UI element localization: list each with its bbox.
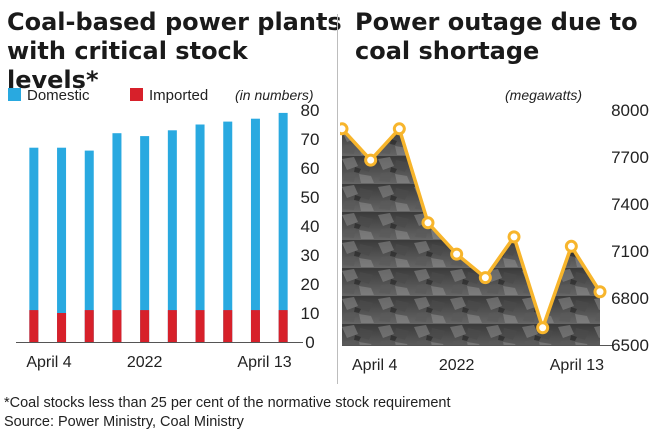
outage-point <box>421 216 435 230</box>
bar-y-tick-label: 0 <box>305 333 314 352</box>
imported-bar <box>195 310 205 342</box>
imported-bar <box>57 313 67 342</box>
imported-bar <box>223 310 233 342</box>
outage-point <box>536 321 550 335</box>
source-note: Source: Power Ministry, Coal Ministry <box>4 414 244 430</box>
domestic-bar <box>140 136 150 342</box>
right-chart-title-line1: Power outage due to <box>355 8 638 36</box>
domestic-bar <box>57 147 67 342</box>
domestic-bar <box>84 150 94 342</box>
imported-bar <box>140 310 150 342</box>
imported-bar <box>250 310 260 342</box>
right-unit-note: (megawatts) <box>505 87 583 103</box>
footnote: *Coal stocks less than 25 per cent of th… <box>4 395 451 411</box>
left-unit-note: (in numbers) <box>235 87 314 103</box>
outage-point <box>340 122 349 136</box>
bar-y-tick-label: 40 <box>301 217 320 236</box>
bar-y-tick-label: 70 <box>301 130 320 149</box>
chart-divider <box>337 14 338 384</box>
outage-point <box>364 153 378 167</box>
bar-chart: 0 10 20 30 40 50 60 70 80 April 4 2022 April 13 <box>16 101 320 371</box>
line-y-tick-label: 6500 <box>611 336 649 355</box>
domestic-bar <box>167 130 177 342</box>
bar-y-tick-label: 20 <box>301 275 320 294</box>
domestic-bar <box>250 118 260 342</box>
imported-bar <box>29 310 39 342</box>
right-chart-title-line2: coal shortage <box>355 37 540 65</box>
domestic-bar <box>278 112 288 343</box>
bar-x-tick-label: April 13 <box>237 354 291 371</box>
line-y-tick-label: 8000 <box>611 101 649 120</box>
outage-point <box>450 247 464 261</box>
domestic-bar <box>223 121 233 342</box>
line-x-tick-label: April 4 <box>352 357 397 374</box>
left-chart-title-line1: Coal-based power plants <box>7 8 342 36</box>
legend-domestic: Domestic <box>8 87 90 104</box>
imported-bar <box>84 310 94 342</box>
line-y-tick-label: 7700 <box>611 148 649 167</box>
domestic-bar <box>195 124 205 342</box>
outage-point <box>593 285 607 299</box>
outage-line <box>340 127 602 330</box>
outage-point <box>507 230 521 244</box>
line-y-tick-label: 7100 <box>611 242 649 261</box>
outage-point <box>392 122 406 136</box>
legend-domestic-swatch <box>8 88 21 101</box>
bar-y-tick-label: 50 <box>301 188 320 207</box>
coal-texture-area <box>342 128 600 345</box>
legend-domestic-label: Domestic <box>27 87 90 104</box>
legend-imported-swatch <box>130 88 143 101</box>
domestic-bar <box>29 147 39 342</box>
right-chart-title: Power outage due to coal shortage <box>355 8 655 66</box>
imported-bar <box>278 310 288 342</box>
line-x-tick-label: 2022 <box>439 357 475 374</box>
bar-y-tick-label: 80 <box>301 101 320 120</box>
imported-bar <box>112 310 122 342</box>
outage-point <box>564 239 578 253</box>
outage-point <box>478 271 492 285</box>
domestic-bar <box>112 133 122 342</box>
legend-imported: Imported <box>130 87 208 104</box>
bar-x-tick-label: April 4 <box>26 354 71 371</box>
line-y-tick-label: 6800 <box>611 289 649 308</box>
left-chart-title-line2: with critical stock levels* <box>7 37 248 94</box>
line-chart: 6500 6800 7100 7400 7700 8000 April 4 2022 April… <box>340 101 649 374</box>
bar-y-tick-label: 10 <box>301 304 320 323</box>
line-x-tick-label: April 13 <box>550 357 604 374</box>
bar-y-tick-label: 60 <box>301 159 320 178</box>
imported-bar <box>167 310 177 342</box>
legend-imported-label: Imported <box>149 87 209 104</box>
bar-x-tick-label: 2022 <box>127 354 163 371</box>
left-chart-title: Coal-based power plants with critical st… <box>7 8 347 95</box>
bar-y-tick-label: 30 <box>301 246 320 265</box>
line-y-tick-label: 7400 <box>611 195 649 214</box>
